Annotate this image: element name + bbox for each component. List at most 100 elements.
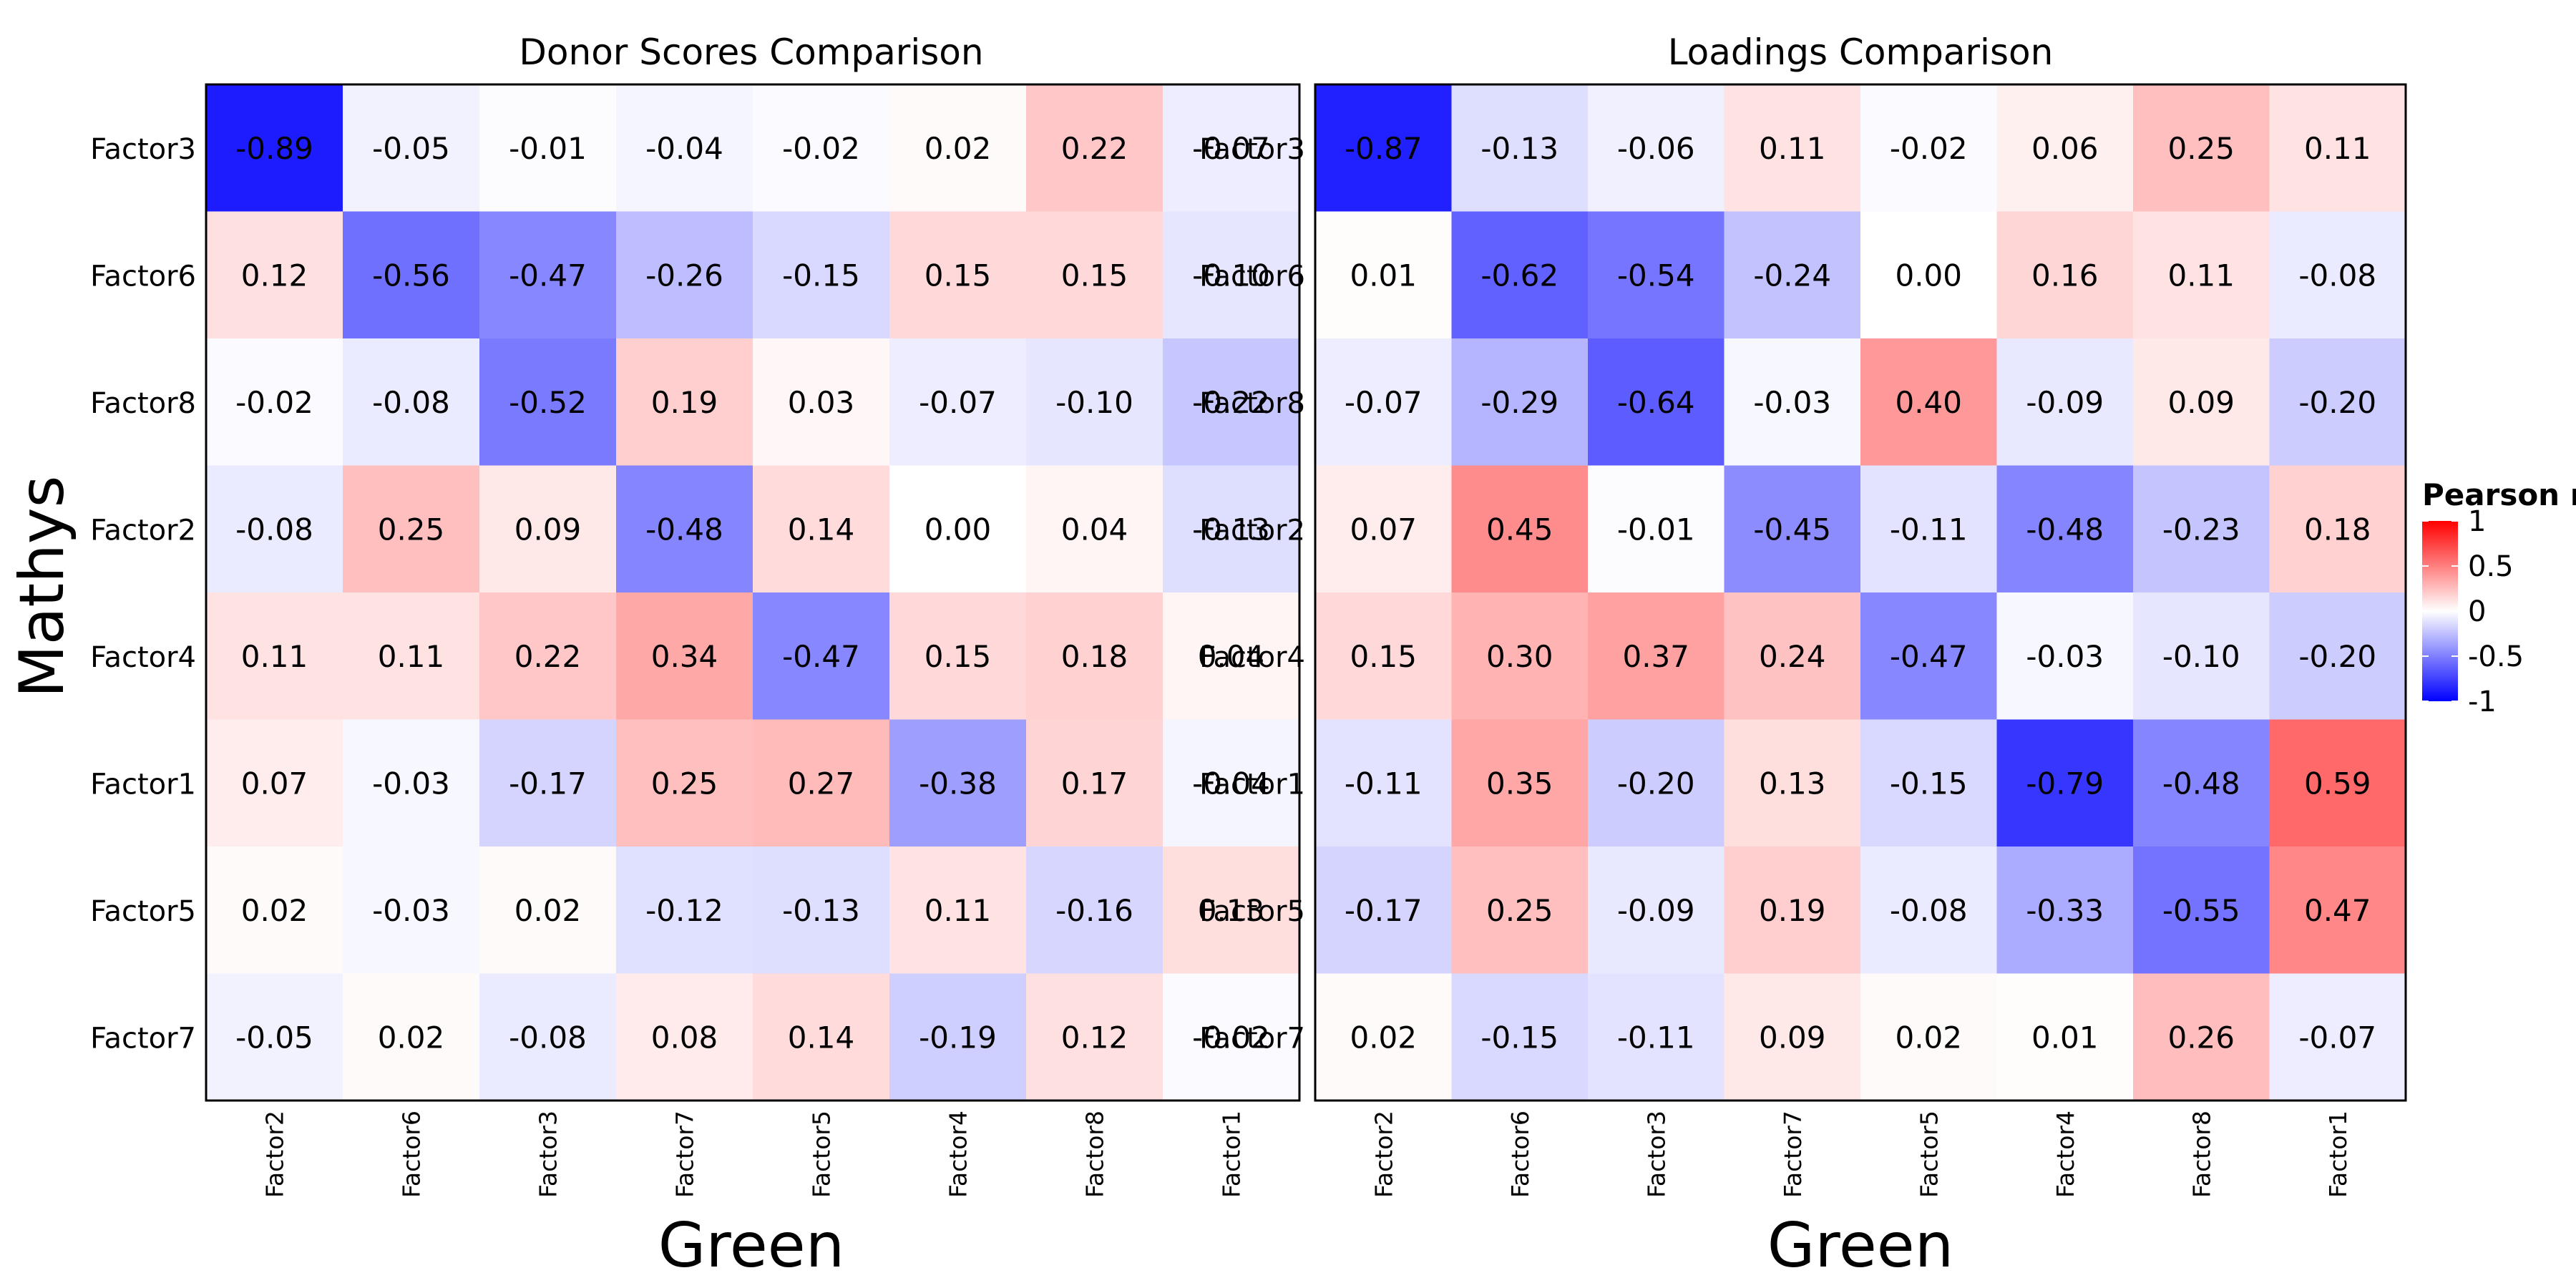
loadings-col-label: Factor4 xyxy=(2051,1111,2079,1198)
donor-scores-cell-value: 0.04 xyxy=(1198,639,1265,674)
loadings-col-label: Factor3 xyxy=(1642,1111,1670,1198)
loadings-cell-value: 0.09 xyxy=(1759,1020,1826,1055)
loadings-cell-value: -0.24 xyxy=(1753,258,1831,293)
loadings-frame xyxy=(1314,83,2407,1102)
donor-scores-cell xyxy=(616,465,753,593)
donor-scores-cell xyxy=(889,465,1027,593)
loadings-row-label: Factor7 xyxy=(1199,1022,1305,1055)
donor-scores-cell-value: 0.02 xyxy=(241,893,308,928)
loadings-cell xyxy=(2269,84,2406,213)
donor-scores-cell xyxy=(479,973,617,1101)
loadings-cell xyxy=(1996,465,2134,593)
donor-scores-cell-value: -0.12 xyxy=(645,893,723,928)
donor-scores-cell-value: 0.03 xyxy=(788,385,855,420)
loadings-cell xyxy=(2133,592,2270,721)
donor-scores-cell-value: 0.18 xyxy=(1061,639,1128,674)
loadings-cell-value: -0.03 xyxy=(1753,385,1831,420)
loadings-cell xyxy=(2269,211,2406,339)
loadings-cell xyxy=(1588,719,1725,847)
loadings-panel: Loadings Comparison -0.87 -0.13 -0.06 0.11-… xyxy=(1199,31,2407,1282)
donor-scores-cell xyxy=(889,84,1027,213)
donor-scores-row-label: Factor4 xyxy=(90,641,196,674)
loadings-cell xyxy=(1724,84,1861,213)
donor-scores-cell-value: 0.02 xyxy=(514,893,582,928)
donor-scores-cell xyxy=(753,973,890,1101)
donor-scores-col-label: Factor4 xyxy=(945,1111,972,1198)
donor-scores-cell-value: 0.04 xyxy=(1061,512,1128,547)
loadings-cell-value: 0.11 xyxy=(2167,258,2235,293)
loadings-cell-value: 0.35 xyxy=(1486,766,1553,801)
panel-title-loadings: Loadings Comparison xyxy=(1668,31,2054,73)
loadings-cell-value: -0.79 xyxy=(2026,766,2104,801)
donor-scores-cell xyxy=(1163,973,1300,1101)
loadings-col-label: Factor1 xyxy=(2324,1111,2352,1198)
loadings-cell xyxy=(1451,465,1589,593)
loadings-cell-value: -0.02 xyxy=(1890,131,1968,166)
donor-scores-cell-value: -0.17 xyxy=(509,766,587,801)
donor-scores-cell xyxy=(753,847,890,975)
loadings-cell xyxy=(1996,719,2134,847)
loadings-cell-value: -0.17 xyxy=(1345,893,1423,928)
donor-scores-cell xyxy=(343,847,480,975)
donor-scores-cell-value: 0.14 xyxy=(788,1020,855,1055)
donor-scores-cell-value: -0.03 xyxy=(372,893,450,928)
loadings-cell xyxy=(1588,592,1725,721)
donor-scores-row-label: Factor1 xyxy=(90,768,196,801)
loadings-cells: -0.87 -0.13 -0.06 0.11 -0.02 0.06 0.25 0.11 0.01… xyxy=(1315,84,2406,1101)
loadings-cell xyxy=(1315,211,1453,339)
donor-scores-cell xyxy=(616,847,753,975)
donor-scores-cell-value: 0.11 xyxy=(241,639,308,674)
loadings-cell-value: -0.15 xyxy=(1890,766,1968,801)
donor-scores-col-label: Factor1 xyxy=(1218,1111,1246,1198)
donor-scores-cell xyxy=(1163,84,1300,213)
loadings-cell-value: -0.09 xyxy=(1617,893,1695,928)
loadings-row-label: Factor4 xyxy=(1199,641,1305,674)
donor-scores-row-label: Factor2 xyxy=(90,514,196,547)
loadings-cell xyxy=(1996,211,2134,339)
loadings-cell xyxy=(1451,973,1589,1101)
donor-scores-cell xyxy=(1163,338,1300,467)
donor-scores-cell-value: 0.15 xyxy=(924,258,992,293)
donor-scores-cell xyxy=(753,211,890,339)
donor-scores-cell xyxy=(616,973,753,1101)
loadings-cell-value: -0.54 xyxy=(1617,258,1695,293)
loadings-cell-value: 0.37 xyxy=(1622,639,1689,674)
loadings-cell xyxy=(2133,973,2270,1101)
donor-scores-cell xyxy=(343,465,480,593)
donor-scores-cell xyxy=(206,338,343,467)
loadings-cell xyxy=(1860,84,1998,213)
donor-scores-cell-value: -0.47 xyxy=(782,639,860,674)
loadings-cell-value: 0.30 xyxy=(1486,639,1553,674)
loadings-cell-value: -0.15 xyxy=(1480,1020,1558,1055)
loadings-cell xyxy=(2133,847,2270,975)
loadings-cell-value: 0.24 xyxy=(1759,639,1826,674)
loadings-cell xyxy=(1860,847,1998,975)
loadings-cell-value: 0.00 xyxy=(1895,258,1962,293)
legend-tick-label: 0.5 xyxy=(2468,550,2514,583)
loadings-cell xyxy=(1588,211,1725,339)
donor-scores-cell xyxy=(479,847,617,975)
donor-scores-cell-value: -0.10 xyxy=(1192,258,1270,293)
donor-scores-cell-value: -0.08 xyxy=(235,512,313,547)
donor-scores-cell xyxy=(889,592,1027,721)
donor-scores-cell xyxy=(753,84,890,213)
donor-scores-cell xyxy=(343,719,480,847)
donor-scores-cell-value: 0.12 xyxy=(241,258,308,293)
donor-scores-cell-value: -0.08 xyxy=(372,385,450,420)
loadings-cell xyxy=(2269,592,2406,721)
donor-scores-cell xyxy=(343,338,480,467)
donor-scores-cell-value: 0.14 xyxy=(788,512,855,547)
loadings-cell xyxy=(1315,465,1453,593)
donor-scores-cell-value: -0.02 xyxy=(782,131,860,166)
donor-scores-row-labels: Factor3 Factor6 Factor8 Factor2 Factor4 Facto… xyxy=(90,133,196,1055)
loadings-col-labels: Factor2 Factor6 Factor3 Factor7 Factor5 Facto… xyxy=(1370,1111,2352,1198)
loadings-cell-value: -0.47 xyxy=(1890,639,1968,674)
loadings-cell-value: -0.03 xyxy=(2026,639,2104,674)
loadings-cell-value: -0.11 xyxy=(1617,1020,1695,1055)
loadings-cell-value: -0.23 xyxy=(2162,512,2240,547)
loadings-row-label: Factor1 xyxy=(1199,768,1305,801)
loadings-cell-value: 0.25 xyxy=(1486,893,1553,928)
donor-scores-cell-value: 0.09 xyxy=(514,512,582,547)
loadings-cell-value: -0.29 xyxy=(1480,385,1558,420)
loadings-col-label: Factor7 xyxy=(1779,1111,1807,1198)
